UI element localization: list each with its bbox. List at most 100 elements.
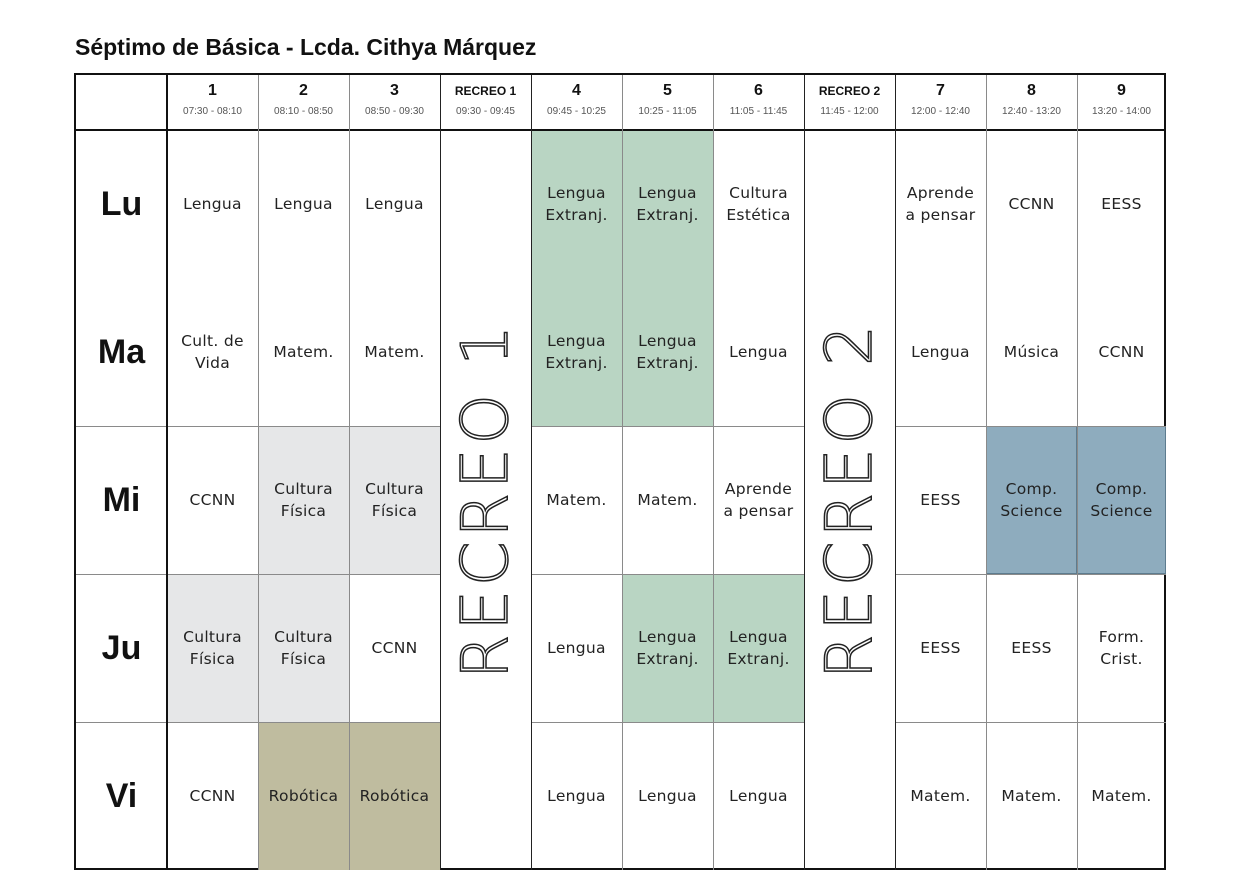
subject-cell: CCNN [167, 722, 258, 870]
column-divider [531, 75, 532, 870]
subject-label: CCNN [1008, 195, 1055, 213]
subject-cell: Matem. [895, 722, 986, 870]
subject-cell: Lengua [531, 574, 622, 722]
subject-cell: Cultura Física [349, 426, 440, 574]
subject-cell: Lengua [622, 722, 713, 870]
subject-label: Cultura Física [274, 628, 333, 668]
period-time: 10:25 - 11:05 [638, 106, 697, 117]
header-divider [76, 129, 1166, 131]
subject-cell: Form. Crist. [1077, 574, 1166, 722]
subject-cell: Lengua [349, 130, 440, 278]
subject-cell: Lengua [167, 130, 258, 278]
subject-cell: Lengua Extranj. [622, 130, 713, 278]
period-header: RECREO 1 09:30 - 09:45 [440, 75, 531, 130]
subject-label: Cult. de Vida [181, 332, 244, 372]
recreo-label: RECREO 1 [448, 320, 524, 679]
subject-cell: Matem. [349, 278, 440, 426]
column-divider [804, 75, 805, 870]
subject-label: Lengua [183, 195, 242, 213]
period-header: 6 11:05 - 11:45 [713, 75, 804, 130]
subject-label: CCNN [371, 639, 418, 657]
subject-label: Matem. [910, 787, 971, 805]
period-time: 13:20 - 14:00 [1092, 106, 1151, 117]
subject-label: Lengua Extranj. [545, 184, 608, 224]
subject-label: Lengua [911, 343, 970, 361]
subject-label: Cultura Física [365, 480, 424, 520]
row-divider [531, 574, 804, 575]
subject-label: EESS [1101, 195, 1142, 213]
subject-label: Música [1003, 343, 1060, 361]
subject-label: Lengua [729, 343, 788, 361]
subject-cell: Lengua [713, 278, 804, 426]
subject-label: Matem. [273, 343, 334, 361]
period-header: RECREO 2 11:45 - 12:00 [804, 75, 895, 130]
subject-label: EESS [920, 639, 961, 657]
day-column-divider [166, 75, 168, 870]
day-label: Ju [101, 628, 142, 667]
subject-cell: CCNN [1077, 278, 1166, 426]
subject-label: Lengua [365, 195, 424, 213]
subject-cell: Cultura Física [258, 426, 349, 574]
subject-cell: CCNN [167, 426, 258, 574]
row-divider [531, 426, 804, 427]
recreo-column: RECREO 1 [440, 130, 531, 870]
period-time: 08:10 - 08:50 [274, 106, 333, 117]
subject-cell: Cultura Física [167, 574, 258, 722]
subject-label: Robótica [268, 787, 339, 805]
subject-label: Lengua [547, 639, 606, 657]
subject-label: Comp. Science [1090, 480, 1153, 520]
column-divider [349, 75, 350, 870]
period-header: 8 12:40 - 13:20 [986, 75, 1077, 130]
subject-cell: Lengua [713, 722, 804, 870]
subject-cell: Lengua Extranj. [622, 278, 713, 426]
subject-cell: Lengua Extranj. [531, 130, 622, 278]
schedule-table: 1 07:30 - 08:10 2 08:10 - 08:50 3 08:50 - 09:… [74, 73, 1166, 870]
subject-label: Lengua Extranj. [636, 628, 699, 668]
subject-cell: Lengua Extranj. [713, 574, 804, 722]
subject-cell: Comp. Science [986, 426, 1077, 574]
subject-cell: Matem. [1077, 722, 1166, 870]
subject-label: CCNN [189, 491, 236, 509]
subject-cell: Robótica [258, 722, 349, 870]
period-header: 5 10:25 - 11:05 [622, 75, 713, 130]
subject-cell: Aprende a pensar [895, 130, 986, 278]
subject-cell: Matem. [258, 278, 349, 426]
page-title: Séptimo de Básica - Lcda. Cithya Márquez [75, 34, 537, 60]
subject-label: Lengua Extranj. [636, 332, 699, 372]
row-divider [895, 426, 1166, 427]
subject-label: CCNN [1098, 343, 1145, 361]
recreo-column: RECREO 2 [804, 130, 895, 870]
period-time: 07:30 - 08:10 [183, 106, 242, 117]
row-divider [531, 722, 804, 723]
subject-label: Robótica [359, 787, 430, 805]
column-divider [713, 75, 714, 870]
subject-cell: Cult. de Vida [167, 278, 258, 426]
subject-cell: Lengua Extranj. [622, 574, 713, 722]
period-time: 11:45 - 12:00 [820, 106, 879, 117]
period-number: 7 [936, 82, 945, 99]
column-divider [622, 75, 623, 870]
subject-cell: Robótica [349, 722, 440, 870]
subject-label: Matem. [1091, 787, 1152, 805]
period-header: 2 08:10 - 08:50 [258, 75, 349, 130]
subject-label: Matem. [546, 491, 607, 509]
subject-cell: EESS [986, 574, 1077, 722]
subject-cell: EESS [895, 574, 986, 722]
subject-label: Cultura Física [183, 628, 242, 668]
subject-label: Matem. [637, 491, 698, 509]
period-header: 7 12:00 - 12:40 [895, 75, 986, 130]
period-header: 3 08:50 - 09:30 [349, 75, 440, 130]
row-divider [895, 722, 1166, 723]
subject-label: Lengua Extranj. [545, 332, 608, 372]
subject-label: EESS [1011, 639, 1052, 657]
subject-label: Matem. [364, 343, 425, 361]
period-time: 12:40 - 13:20 [1002, 106, 1061, 117]
subject-cell: Cultura Física [258, 574, 349, 722]
subject-cell: Lengua Extranj. [531, 278, 622, 426]
column-divider [440, 75, 441, 870]
period-number: 8 [1027, 82, 1036, 99]
period-number: 6 [754, 82, 763, 99]
subject-cell: Comp. Science [1077, 426, 1166, 574]
column-divider [895, 75, 896, 870]
column-divider [986, 75, 987, 870]
